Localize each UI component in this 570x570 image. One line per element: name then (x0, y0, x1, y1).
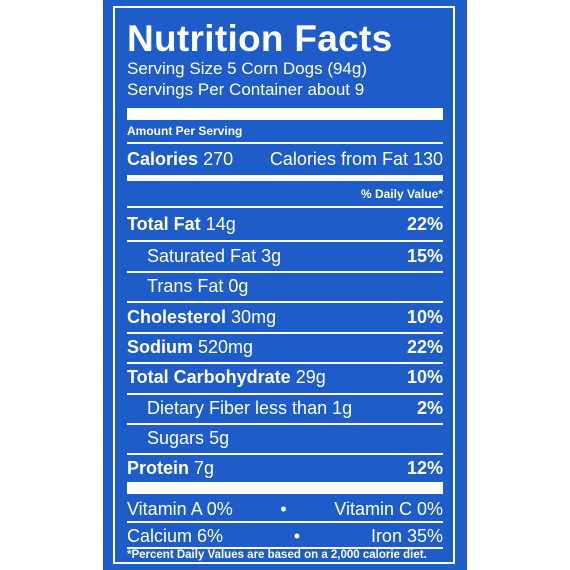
divider (127, 271, 443, 273)
divider (127, 423, 443, 425)
vitamin-row: Vitamin A 0% • Vitamin C 0% (127, 499, 443, 520)
amount-per-serving: Amount Per Serving (127, 124, 443, 138)
daily-value-header-row: % Daily Value* (127, 187, 443, 201)
nutrient-dv: 15% (406, 246, 443, 266)
nutrient-amount: 5g (209, 428, 230, 448)
daily-value-header: % Daily Value* (360, 187, 443, 201)
nutrient-name: Protein (127, 458, 190, 478)
nutrient-row-cholesterol: Cholesterol 30mg 10% (127, 307, 443, 328)
divider (127, 332, 443, 334)
calories-value: 270 (203, 149, 234, 169)
nutrient-name: Sugars (147, 428, 205, 448)
divider (127, 240, 443, 242)
vitamin-c: Vitamin C 0% (334, 499, 443, 519)
nutrient-dv: 10% (406, 307, 443, 327)
calories-from-fat: Calories from Fat 130 (269, 149, 443, 169)
nutrient-amount: less than 1g (255, 398, 353, 418)
mineral-row: Calcium 6% • Iron 35% (127, 526, 443, 547)
vitamin-a: Vitamin A 0% (127, 499, 233, 519)
medium-divider (127, 175, 443, 181)
bullet-separator: • (293, 526, 301, 546)
calcium: Calcium 6% (127, 526, 224, 546)
nutrient-dv: 22% (406, 214, 443, 234)
thick-divider (127, 108, 443, 120)
divider (127, 301, 443, 303)
label-title: Nutrition Facts (127, 18, 393, 59)
nutrient-name: Trans Fat (147, 276, 224, 296)
nutrient-row-total-fat: Total Fat 14g 22% (127, 214, 443, 235)
nutrient-amount: 0g (228, 276, 249, 296)
bullet-separator: • (280, 499, 287, 519)
nutrient-dv: 10% (406, 367, 443, 387)
divider (127, 142, 443, 144)
nutrient-amount: 14g (205, 214, 236, 234)
label-background (103, 0, 467, 570)
calories-label: Calories (127, 149, 199, 169)
amount-per-serving-label: Amount Per Serving (127, 124, 243, 138)
nutrient-amount: 30mg (231, 307, 277, 327)
serving-size: Serving Size 5 Corn Dogs (94g) (127, 59, 368, 78)
divider (127, 453, 443, 455)
nutrient-row-saturated-fat: Saturated Fat 3g 15% (127, 246, 443, 267)
nutrient-row-sodium: Sodium 520mg 22% (127, 337, 443, 358)
divider (127, 393, 443, 395)
servings-per-container: Servings Per Container about 9 (127, 80, 365, 99)
nutrient-row-sugars: Sugars 5g (127, 428, 443, 449)
iron: Iron 35% (370, 526, 443, 546)
nutrient-dv: 12% (406, 458, 443, 478)
thick-divider (127, 482, 443, 494)
divider (127, 206, 443, 208)
nutrient-name: Sodium (127, 337, 193, 357)
footnote: *Percent Daily Values are based on a 2,0… (127, 549, 427, 561)
nutrient-name: Total Carbohydrate (127, 367, 291, 387)
nutrient-row-protein: Protein 7g 12% (127, 458, 443, 479)
nutrient-row-total-carbohydrate: Total Carbohydrate 29g 10% (127, 367, 443, 388)
nutrient-name: Dietary Fiber (147, 398, 251, 418)
divider (127, 362, 443, 364)
nutrient-row-dietary-fiber: Dietary Fiber less than 1g 2% (127, 398, 443, 419)
nutrition-facts-label: Nutrition Facts Serving Size 5 Corn Dogs… (113, 6, 455, 564)
nutrient-name: Total Fat (127, 214, 201, 234)
nutrient-name: Saturated Fat (147, 246, 257, 266)
nutrient-amount: 29g (295, 367, 326, 387)
divider (127, 547, 443, 549)
nutrient-name: Cholesterol (127, 307, 227, 327)
nutrient-dv: 22% (406, 337, 443, 357)
nutrient-amount: 520mg (198, 337, 254, 357)
divider (127, 521, 443, 523)
nutrient-dv: 2% (416, 398, 443, 418)
nutrient-amount: 3g (261, 246, 282, 266)
calories-row: Calories 270 Calories from Fat 130 (127, 149, 443, 170)
nutrient-amount: 7g (194, 458, 215, 478)
nutrient-row-trans-fat: Trans Fat 0g (127, 276, 443, 297)
